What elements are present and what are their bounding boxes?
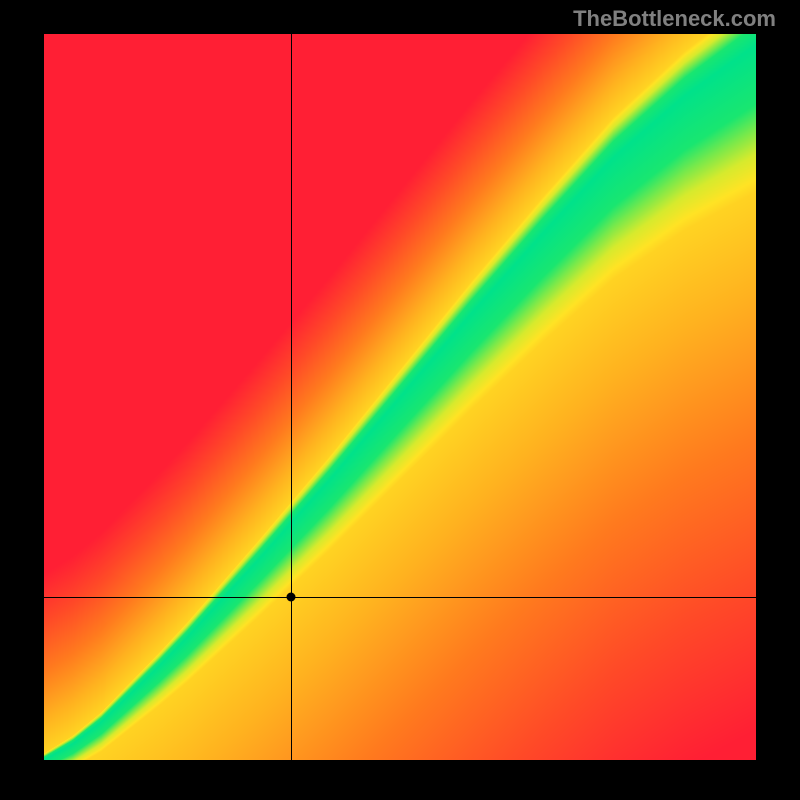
crosshair-marker [287, 593, 296, 602]
crosshair-vertical [291, 34, 292, 760]
heatmap-canvas [44, 34, 756, 760]
figure-container: { "meta": { "watermark_text": "TheBottle… [0, 0, 800, 800]
heatmap-plot-area [44, 34, 756, 760]
crosshair-horizontal [44, 597, 756, 598]
watermark-text: TheBottleneck.com [573, 6, 776, 32]
